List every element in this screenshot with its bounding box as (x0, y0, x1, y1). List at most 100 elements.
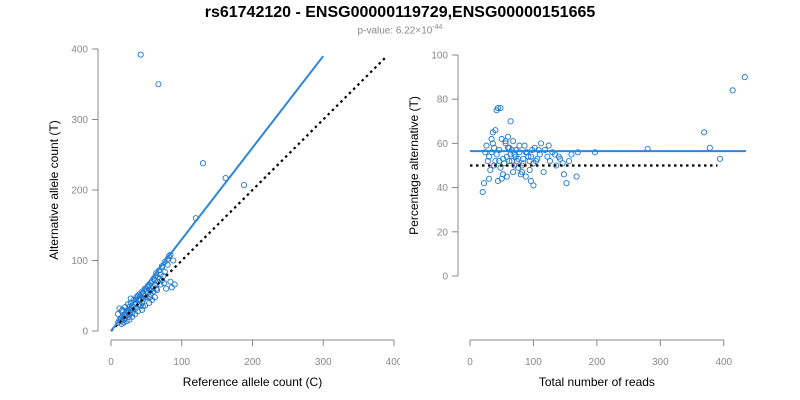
data-point (146, 294, 153, 301)
data-point (116, 305, 123, 312)
data-point (553, 162, 560, 169)
data-point (146, 299, 153, 306)
data-point (574, 149, 581, 156)
data-point (126, 303, 133, 311)
x-axis-label: Reference allele count (C) (183, 375, 322, 389)
data-point (512, 146, 519, 154)
data-point (199, 160, 207, 167)
data-point (560, 171, 567, 178)
data-point (485, 153, 493, 160)
data-point (126, 316, 133, 323)
x-tick-label: 100 (173, 357, 190, 368)
x-tick-label: 400 (386, 357, 400, 368)
data-point (480, 180, 488, 187)
data-point (559, 160, 566, 167)
data-point (488, 149, 495, 156)
data-point (510, 169, 517, 176)
p-value-text: p-value: 6.22×10 (357, 25, 433, 37)
x-tick-label: 400 (715, 357, 732, 368)
data-point (492, 158, 499, 165)
data-point (496, 146, 503, 154)
data-point (155, 81, 162, 88)
y-tick-label: 20 (437, 227, 449, 238)
data-point (499, 171, 507, 178)
y-axis-label: Percentage alternative (T) (407, 96, 421, 235)
data-point (507, 118, 514, 125)
data-point (167, 251, 174, 258)
data-point (506, 158, 513, 165)
data-point (508, 158, 515, 165)
y-tick-label: 80 (437, 95, 449, 106)
data-point (143, 294, 150, 301)
data-point (526, 166, 533, 173)
x-tick-label: 0 (108, 357, 114, 368)
data-point (706, 144, 713, 151)
y-tick-label: 0 (442, 272, 448, 283)
data-point (741, 74, 748, 81)
data-point (489, 140, 496, 147)
data-point (122, 315, 129, 322)
x-tick-label: 200 (244, 357, 261, 368)
data-point (485, 175, 493, 182)
data-point (573, 173, 580, 180)
data-point (161, 280, 168, 287)
x-tick-label: 300 (315, 357, 332, 368)
fit-line (110, 55, 325, 332)
p-value-subtitle: p-value: 6.22×10-44 (0, 24, 800, 36)
data-point (167, 278, 174, 285)
percentage-alternative-scatter: 0 20 40 60 80 100 0 100 200 300 400 Total number of… (407, 51, 748, 389)
data-point (505, 133, 512, 140)
data-point (487, 166, 494, 173)
data-point (165, 253, 173, 260)
data-point (163, 285, 170, 292)
y-tick-label: 0 (82, 327, 88, 338)
data-point (516, 142, 523, 149)
data-point (492, 127, 499, 134)
x-tick-label: 0 (467, 357, 473, 368)
data-point (127, 295, 134, 302)
data-point (568, 151, 575, 158)
y-axis-label: Alternative allele count (T) (47, 120, 61, 259)
data-point (545, 142, 552, 149)
p-value-exponent: -44 (432, 24, 443, 31)
x-tick-label: 200 (589, 357, 606, 368)
data-point (521, 142, 528, 149)
data-point (525, 153, 532, 160)
data-point (502, 140, 509, 147)
data-point (518, 169, 526, 176)
data-point (482, 149, 489, 156)
y-tick-label: 100 (431, 51, 448, 62)
y-tick-label: 100 (71, 256, 88, 267)
x-tick-label: 100 (525, 357, 542, 368)
data-point (591, 149, 599, 156)
data-point (541, 146, 548, 154)
data-point (502, 138, 509, 145)
data-point (530, 160, 537, 167)
data-point (557, 155, 564, 162)
data-point (527, 153, 534, 160)
data-point (565, 158, 573, 165)
data-point (240, 182, 248, 189)
data-point (115, 311, 122, 318)
data-point (151, 277, 158, 284)
data-point (522, 173, 529, 180)
y-tick-label: 300 (71, 115, 88, 126)
y-tick-label: 40 (437, 183, 449, 194)
y-tick-label: 400 (71, 45, 88, 56)
data-point (540, 169, 547, 176)
data-point (139, 306, 146, 313)
data-point (546, 158, 553, 165)
data-point (538, 140, 545, 147)
data-point (140, 295, 147, 302)
data-point (701, 129, 708, 136)
data-point (508, 146, 515, 154)
data-point (161, 268, 168, 275)
data-point (501, 160, 508, 167)
data-point (503, 153, 510, 160)
data-point (527, 177, 534, 185)
data-point (544, 153, 551, 160)
data-point (170, 257, 177, 264)
data-point (137, 302, 144, 309)
data-point (156, 275, 163, 282)
